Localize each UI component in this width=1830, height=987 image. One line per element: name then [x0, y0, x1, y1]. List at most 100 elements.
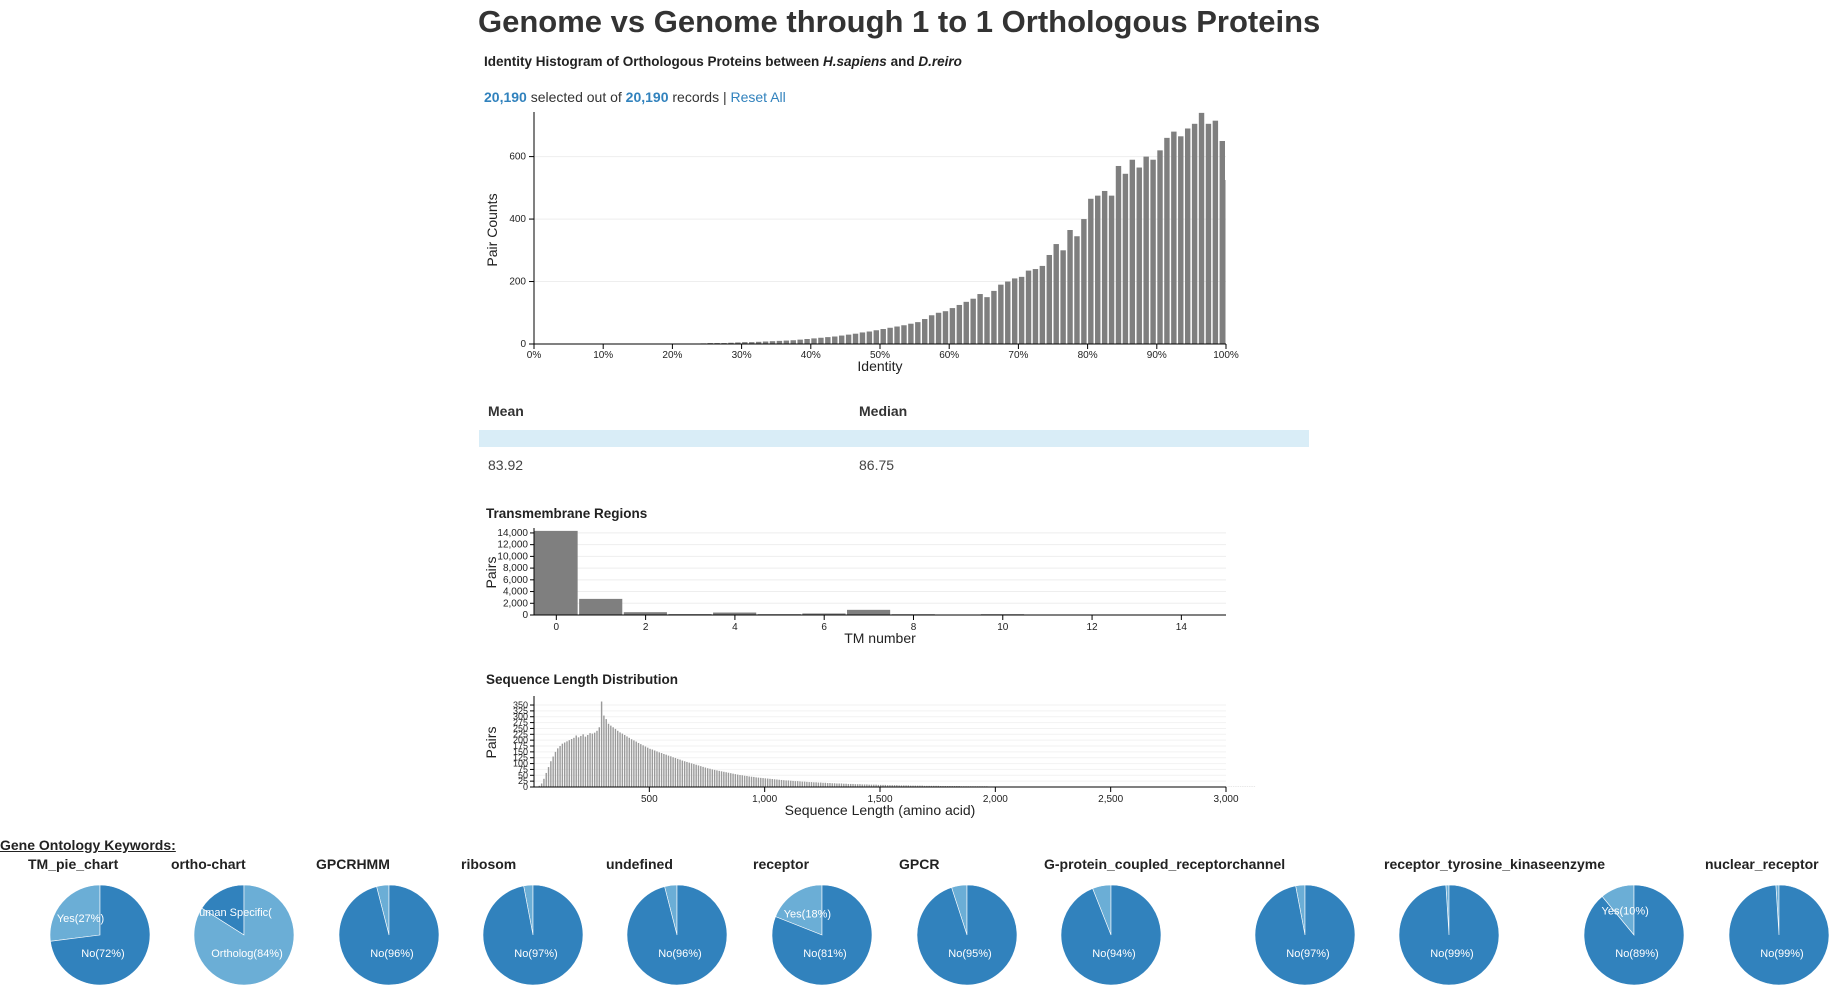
go-pie-chart[interactable]: No(96%)	[337, 883, 441, 987]
identity-bar	[1060, 250, 1065, 344]
pie-slice[interactable]	[627, 885, 727, 985]
transmembrane-histogram[interactable]: 02,0004,0006,0008,00010,00012,00014,0000…	[476, 522, 1256, 657]
identity-bar	[1102, 191, 1107, 344]
y-tick-label: 6,000	[503, 575, 528, 586]
seq-bar	[679, 760, 680, 787]
pie-slice[interactable]	[483, 885, 583, 985]
seq-bar	[580, 736, 581, 787]
y-tick-label: 200	[509, 277, 526, 288]
pie-title: receptor	[753, 856, 809, 872]
seq-bar	[599, 727, 600, 787]
seq-bar	[684, 761, 685, 787]
sequence-length-histogram[interactable]: 0255075100125150175200225250275300325350…	[476, 690, 1256, 825]
identity-histogram[interactable]: 02004006000%10%20%30%40%50%60%70%80%90%1…	[476, 108, 1256, 383]
identity-bar	[825, 337, 830, 344]
y-tick-label: 0	[522, 610, 528, 621]
identity-title-prefix: Identity Histogram of Orthologous Protei…	[484, 54, 823, 69]
seq-bar	[744, 776, 745, 787]
identity-bar	[818, 338, 823, 344]
seq-bar	[808, 782, 809, 787]
reset-all-link[interactable]: Reset All	[731, 89, 786, 105]
go-pie-chart[interactable]: No(97%)	[1253, 883, 1357, 987]
seq-bar	[624, 735, 625, 787]
pie-slice[interactable]	[917, 885, 1017, 985]
pie-slice-label: No(96%)	[658, 948, 701, 960]
median-value: 86.75	[859, 457, 894, 473]
seq-chart-title: Sequence Length Distribution	[486, 672, 678, 687]
go-pie-chart[interactable]: No(99%)	[1397, 883, 1501, 987]
go-pie-chart[interactable]: Yes(10%)No(89%)	[1582, 883, 1686, 987]
seq-bar	[652, 750, 653, 787]
seq-bar	[576, 735, 577, 787]
go-pie-chart[interactable]: Human Specific(Ortholog(84%)	[192, 883, 296, 987]
identity-bar	[957, 305, 962, 344]
x-tick-label: 10	[997, 622, 1009, 633]
pie-slice[interactable]	[1255, 885, 1355, 985]
seq-bar	[834, 783, 835, 787]
species-b: D.reiro	[918, 54, 962, 69]
seq-bar	[631, 739, 632, 787]
seq-bar	[562, 744, 563, 787]
seq-bar	[765, 778, 766, 787]
identity-bar	[839, 336, 844, 344]
seq-bar	[552, 757, 553, 787]
seq-bar	[723, 772, 724, 787]
identity-bar	[1130, 160, 1135, 344]
x-axis-label: TM number	[844, 630, 916, 646]
go-pie-chart[interactable]: No(99%)	[1727, 883, 1830, 987]
seq-bar	[569, 740, 570, 787]
seq-bar	[749, 776, 750, 787]
seq-bar	[746, 776, 747, 787]
pie-slice[interactable]	[1729, 885, 1829, 985]
go-pie-chart[interactable]: Yes(27%)No(72%)	[48, 883, 152, 987]
pie-slice-label: No(96%)	[370, 948, 413, 960]
x-tick-label: 2	[643, 622, 649, 633]
seq-bar	[635, 742, 636, 787]
go-pie-chart[interactable]: No(97%)	[481, 883, 585, 987]
identity-bar	[1074, 236, 1079, 344]
pie-slice[interactable]	[1584, 885, 1684, 985]
pie-slice[interactable]	[339, 885, 439, 985]
identity-bar	[1123, 174, 1128, 344]
go-pie-chart[interactable]: No(95%)	[915, 883, 1019, 987]
go-pie-chart[interactable]: No(96%)	[625, 883, 729, 987]
pie-slice-label: No(99%)	[1760, 948, 1803, 960]
x-axis-label: Sequence Length (amino acid)	[785, 802, 976, 818]
pie-title: G-protein_coupled_receptorchannel	[1044, 856, 1285, 872]
x-tick-label: 12	[1087, 622, 1099, 633]
identity-bar	[998, 285, 1003, 344]
pie-title: GPCR	[899, 856, 939, 872]
selected-count: 20,190	[484, 89, 527, 105]
go-pie-chart[interactable]: No(94%)	[1059, 883, 1163, 987]
seq-bar	[813, 782, 814, 787]
tm-bar	[535, 531, 578, 615]
pie-slice-label: No(81%)	[803, 948, 846, 960]
x-tick-label: 70%	[1008, 350, 1028, 361]
identity-bar	[1054, 244, 1059, 344]
seq-bar	[629, 738, 630, 787]
seq-bar	[700, 766, 701, 787]
seq-bar	[788, 780, 789, 787]
pie-slice[interactable]	[1061, 885, 1161, 985]
seq-bar	[656, 751, 657, 787]
seq-bar	[571, 739, 572, 787]
seq-bar	[753, 777, 754, 787]
identity-bar	[811, 338, 816, 344]
pie-slice-label: No(95%)	[948, 948, 991, 960]
seq-bar	[619, 732, 620, 787]
seq-bar	[751, 777, 752, 787]
identity-bar	[1067, 230, 1072, 344]
seq-bar	[661, 753, 662, 787]
identity-bar	[936, 313, 941, 344]
seq-bar	[783, 780, 784, 787]
identity-bar	[908, 324, 913, 344]
x-tick-label: 0%	[527, 350, 542, 361]
identity-bar	[1185, 128, 1190, 344]
seq-bar	[739, 775, 740, 787]
seq-bar	[795, 781, 796, 787]
y-axis-label: Pairs	[483, 727, 499, 759]
go-pie-chart[interactable]: Yes(18%)No(81%)	[770, 883, 874, 987]
identity-bar	[1081, 219, 1086, 344]
y-tick-label: 10,000	[497, 551, 528, 562]
pie-slice[interactable]	[1399, 885, 1499, 985]
